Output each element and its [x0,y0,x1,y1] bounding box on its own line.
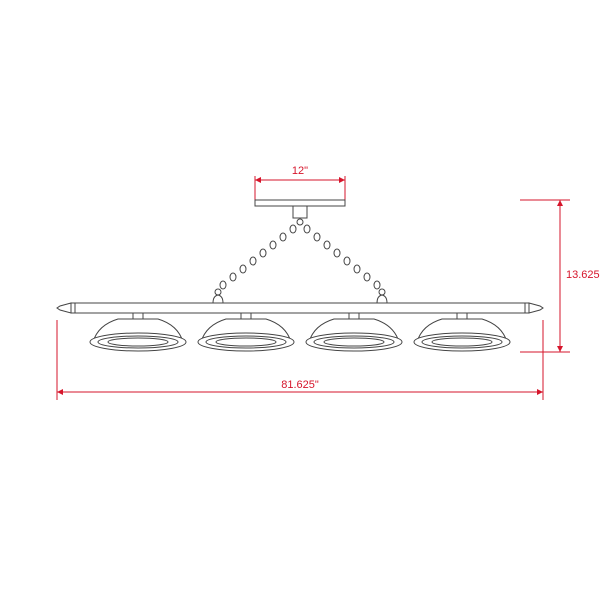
shades [90,313,510,351]
dim-bottom-label: 81.625" [281,379,319,391]
fixture-diagram: 12" [0,0,600,600]
chain-connector-left [213,289,223,303]
dim-top-label: 12" [292,165,308,177]
ceiling-mount [255,200,345,225]
dim-top: 12" [255,165,345,200]
shade-2 [198,313,294,351]
chain-left [220,225,296,289]
finial-left [57,303,75,313]
bar [57,303,543,313]
finial-right [525,303,543,313]
shade-4 [414,313,510,351]
chain-connector-right [377,289,387,303]
chains [213,225,387,303]
shade-3 [306,313,402,351]
dim-right-label: 13.625" [566,269,600,281]
chain-right [304,225,380,289]
shade-1 [90,313,186,351]
dim-right: 13.625" [520,200,600,352]
